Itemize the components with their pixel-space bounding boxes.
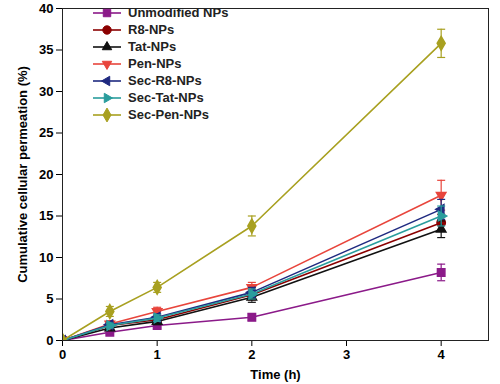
svg-text:1: 1 — [154, 347, 161, 362]
svg-text:0: 0 — [46, 333, 53, 348]
svg-text:5: 5 — [46, 291, 53, 306]
svg-text:40: 40 — [39, 1, 53, 16]
svg-text:15: 15 — [39, 208, 53, 223]
html-text:Sec-Tat-NPs: Sec-Tat-NPs — [128, 90, 204, 105]
svg-text:30: 30 — [39, 84, 53, 99]
svg-text:35: 35 — [39, 42, 53, 57]
svg-text:25: 25 — [39, 125, 53, 140]
svg-text:0: 0 — [59, 347, 66, 362]
html-text:Pen-NPs: Pen-NPs — [128, 56, 182, 71]
html-text:R8-NPs: R8-NPs — [128, 22, 175, 37]
svg-text:4: 4 — [438, 347, 446, 362]
svg-text:10: 10 — [39, 250, 53, 265]
html-text:Tat-NPs: Tat-NPs — [128, 39, 177, 54]
svg-text:Time (h): Time (h) — [250, 367, 300, 382]
html-text:Sec-Pen-NPs: Sec-Pen-NPs — [128, 107, 209, 122]
svg-text:2: 2 — [248, 347, 255, 362]
svg-text:Cumulative cellular permeation: Cumulative cellular permeation (%) — [15, 66, 30, 283]
svg-text:3: 3 — [343, 347, 350, 362]
html-text:Sec-R8-NPs: Sec-R8-NPs — [128, 73, 202, 88]
svg-text:20: 20 — [39, 167, 53, 182]
html-text:Unmodified NPs: Unmodified NPs — [128, 5, 229, 20]
